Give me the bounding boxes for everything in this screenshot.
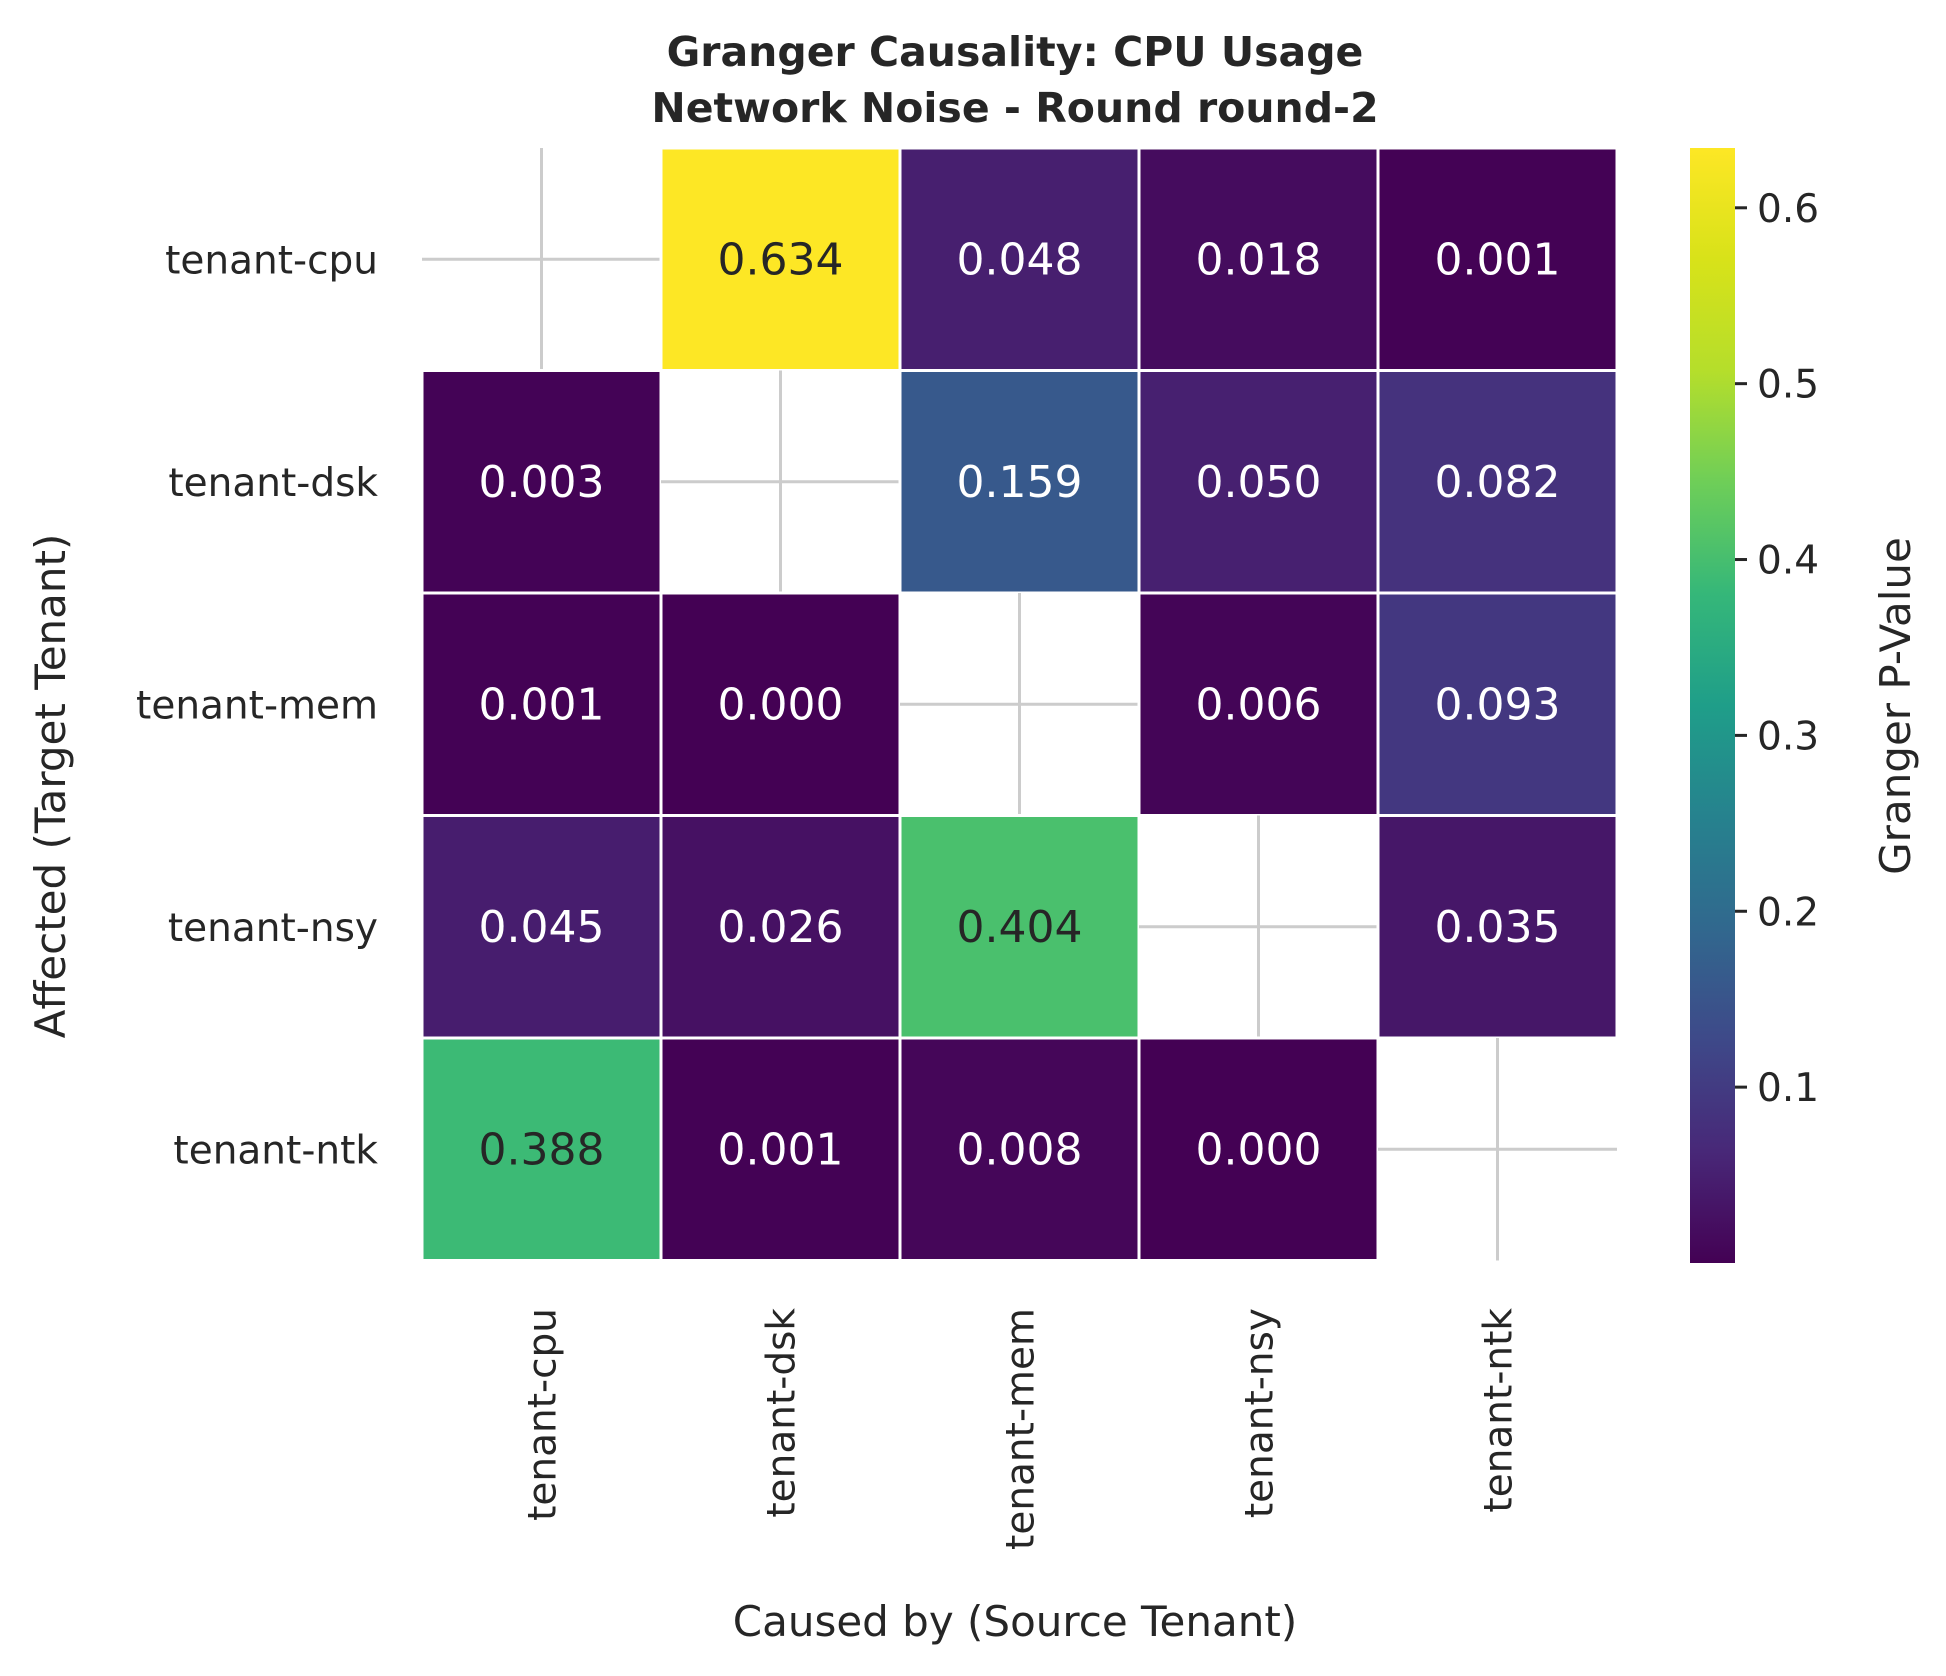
y-tick-label: tenant-dsk (168, 461, 378, 506)
heatmap-cells: 0.634 0.048 0.018 0.001 0.003 0.159 0.050 0.082… (420, 146, 1619, 1262)
y-tick-label: tenant-mem (136, 683, 378, 728)
heatmap-cell (420, 814, 663, 1040)
cell-value-label: 0.388 (479, 1124, 605, 1175)
y-axis-label: Affected (Target Tenant) (26, 534, 75, 1039)
cell-value-label: 0.093 (1435, 679, 1561, 730)
heatmap-cell (1137, 1036, 1380, 1262)
y-tick-label: tenant-nsy (168, 906, 378, 951)
x-tick-labels: tenant-cpu tenant-dsk tenant-mem tenant-nsy… (521, 1308, 1522, 1550)
x-tick-label: tenant-ntk (1477, 1308, 1522, 1513)
colorbar-tick-label: 0.1 (1757, 1066, 1819, 1111)
heatmap-cell (659, 1036, 902, 1262)
heatmap-cell (420, 591, 663, 817)
heatmap-cell (1376, 591, 1619, 817)
colorbar-tick-label: 0.6 (1757, 187, 1819, 232)
x-tick-label: tenant-nsy (1238, 1308, 1283, 1518)
heatmap-cell (659, 146, 902, 372)
cell-value-label: 0.008 (957, 1124, 1083, 1175)
heatmap-cell (1376, 814, 1619, 1040)
cell-value-label: 0.006 (1196, 679, 1322, 730)
cell-value-label: 0.001 (718, 1124, 844, 1175)
heatmap-cell (898, 1036, 1141, 1262)
heatmap-cell (1376, 369, 1619, 595)
heatmap-cell (1137, 146, 1380, 372)
heatmap-cell (659, 814, 902, 1040)
cell-value-label: 0.634 (718, 234, 844, 285)
cell-value-label: 0.026 (718, 902, 844, 953)
missing-cell-marker (1139, 815, 1378, 1038)
cell-value-label: 0.404 (957, 902, 1083, 953)
y-tick-labels: tenant-cpu tenant-dsk tenant-mem tenant-nsy… (136, 238, 378, 1173)
cell-value-label: 0.000 (1196, 1124, 1322, 1175)
cell-value-label: 0.018 (1196, 234, 1322, 285)
x-axis-label: Caused by (Source Tenant) (733, 1597, 1297, 1646)
heatmap-cell (1137, 591, 1380, 817)
heatmap-cell (898, 146, 1141, 372)
x-tick-label: tenant-cpu (521, 1308, 566, 1521)
cell-value-label: 0.000 (718, 679, 844, 730)
cell-value-label: 0.048 (957, 234, 1083, 285)
chart-title-line-2: Network Noise - Round round-2 (651, 84, 1378, 132)
colorbar-ticks: 0.1 0.2 0.3 0.4 0.5 0.6 (1735, 187, 1819, 1111)
colorbar: 0.1 0.2 0.3 0.4 0.5 0.6 Granger P-Value (1690, 148, 1920, 1263)
colorbar-tick-label: 0.2 (1757, 890, 1819, 935)
heatmap-cell (659, 591, 902, 817)
chart-title-line-1: Granger Causality: CPU Usage (667, 28, 1364, 76)
missing-cell-marker (661, 370, 900, 593)
colorbar-tick-label: 0.3 (1757, 714, 1819, 759)
cell-value-label: 0.003 (479, 457, 605, 508)
missing-cell-marker (1378, 1038, 1617, 1261)
cell-value-label: 0.035 (1435, 902, 1561, 953)
y-tick-label: tenant-ntk (173, 1128, 378, 1173)
heatmap-cell (420, 1036, 663, 1262)
x-tick-label: tenant-dsk (760, 1308, 805, 1518)
colorbar-tick-label: 0.4 (1757, 539, 1819, 584)
cell-value-label: 0.001 (479, 679, 605, 730)
colorbar-label: Granger P-Value (1871, 537, 1920, 875)
cell-value-label: 0.050 (1196, 457, 1322, 508)
heatmap-cell (1376, 146, 1619, 372)
missing-cell-marker (422, 148, 661, 371)
y-tick-label: tenant-cpu (165, 238, 378, 283)
colorbar-gradient (1690, 148, 1735, 1263)
cell-value-label: 0.159 (957, 457, 1083, 508)
cell-value-label: 0.001 (1435, 234, 1561, 285)
missing-cell-marker (900, 593, 1139, 816)
x-tick-label: tenant-mem (999, 1308, 1044, 1550)
colorbar-tick-label: 0.5 (1757, 363, 1819, 408)
cell-value-label: 0.082 (1435, 457, 1561, 508)
cell-value-label: 0.045 (479, 902, 605, 953)
heatmap-cell (898, 369, 1141, 595)
